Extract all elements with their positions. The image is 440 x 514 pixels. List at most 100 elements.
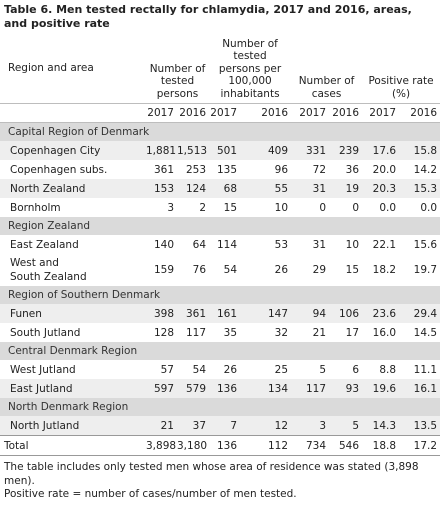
cell-value: 13.5: [399, 416, 440, 436]
column-header: Number of cases: [298, 75, 355, 100]
year-label: 2017: [146, 103, 177, 123]
area-name: Copenhagen City: [0, 141, 146, 160]
cell-value: 15.6: [413, 238, 438, 251]
cell-value: 12: [240, 416, 292, 436]
cell-value: 0.0: [420, 201, 438, 214]
area-name: North Zealand: [0, 179, 146, 198]
area-name: East Jutland: [0, 379, 146, 398]
cell-value: 21: [312, 326, 327, 339]
year-label: 2016: [240, 103, 292, 123]
column-header: Positive rate (%): [368, 75, 434, 100]
cell-value: 26: [223, 363, 238, 376]
total-row: Total 3,898 3,180 136 112 734 546 18.8 17.2: [0, 435, 440, 456]
cell-value: 29: [312, 264, 327, 276]
cell-value: 361: [177, 304, 210, 323]
area-name: Bornholm: [10, 201, 61, 214]
total-value: 136: [209, 435, 241, 456]
area-row: Funen 398 361 161 147 94 106 23.6 29.4: [0, 304, 440, 323]
cell-value: 10: [274, 201, 289, 214]
cell-value: 16.0: [372, 326, 397, 339]
group-row: Region of Southern Denmark: [0, 286, 440, 304]
cell-value: 597: [146, 379, 177, 398]
cell-value: 64: [192, 238, 207, 251]
notes: The table includes only tested men whose…: [0, 456, 440, 502]
total-value: 546: [329, 435, 363, 456]
area-row: East Jutland 597 579 136 134 117 93 19.6 16.1: [0, 379, 440, 398]
cell-value: 14.5: [413, 326, 438, 339]
cell-value: 3: [167, 201, 174, 214]
cell-value: 54: [192, 363, 207, 376]
group-name: North Denmark Region: [0, 398, 440, 416]
cell-value: 17.6: [362, 141, 400, 160]
cell-value: 0: [352, 201, 360, 214]
cell-value: 3: [291, 416, 330, 436]
cell-value: 15.8: [399, 141, 440, 160]
cell-value: 7: [209, 416, 241, 436]
area-row: North Jutland 21 37 7 12 3 5 14.3 13.5: [0, 416, 440, 436]
cell-value: 25: [274, 363, 289, 376]
column-header: Number of tested persons per 100,000 inh…: [218, 37, 282, 100]
total-value: 112: [240, 435, 292, 456]
area-name: South Jutland: [10, 326, 81, 339]
cell-value: 76: [192, 264, 207, 276]
total-value: 3,898: [146, 435, 177, 456]
group-name: Capital Region of Denmark: [0, 122, 440, 141]
cell-value: 35: [223, 326, 238, 339]
cell-value: 32: [274, 326, 289, 339]
cell-value: 0.0: [379, 201, 397, 214]
cell-value: 1,881: [146, 141, 177, 160]
cell-value: 239: [329, 141, 363, 160]
area-name: Copenhagen subs.: [10, 163, 108, 176]
cell-value: 253: [185, 163, 207, 176]
area-row: Copenhagen City 1,881 1,513 501 409 331 239 17.…: [0, 141, 440, 160]
year-label: 2016: [177, 103, 210, 123]
cell-value: 106: [329, 304, 363, 323]
group-name: Region of Southern Denmark: [0, 286, 440, 304]
cell-value: 124: [177, 179, 210, 198]
area-name: Funen: [0, 304, 146, 323]
data-table: Region and area Number of tested persons N…: [0, 34, 440, 456]
cell-value: 161: [209, 304, 241, 323]
cell-value: 14.2: [413, 163, 438, 176]
cell-value: 31: [291, 179, 330, 198]
cell-value: 2: [199, 201, 207, 214]
cell-value: 134: [240, 379, 292, 398]
year-label: 2017: [362, 103, 400, 123]
cell-value: 159: [153, 264, 174, 276]
cell-value: 361: [153, 163, 174, 176]
spacer: [0, 103, 146, 123]
cell-value: 15: [223, 201, 238, 214]
cell-value: 409: [240, 141, 292, 160]
header-row: Region and area Number of tested persons N…: [0, 34, 440, 104]
area-name: North Jutland: [0, 416, 146, 436]
group-name: Central Denmark Region: [0, 342, 440, 360]
area-name: West Jutland: [10, 363, 76, 376]
area-row: East Zealand 140 64 114 53 31 10 22.1 15.6: [0, 235, 440, 254]
year-label: 2016: [329, 103, 363, 123]
note: The table includes only tested men whose…: [4, 461, 419, 487]
cell-value: 15.3: [399, 179, 440, 198]
area-header: Region and area: [8, 61, 94, 74]
cell-value: 398: [146, 304, 177, 323]
cell-value: 117: [185, 326, 207, 339]
year-label: 2017: [209, 103, 241, 123]
total-value: 17.2: [399, 435, 440, 456]
total-value: 18.8: [362, 435, 400, 456]
area-row: West and South Zealand 159 76 54 26 29 15 18.2 1…: [0, 254, 440, 286]
note: Positive rate = number of cases/number o…: [4, 488, 297, 500]
cell-value: 31: [312, 238, 327, 251]
group-row: Region Zealand: [0, 217, 440, 235]
group-row: North Denmark Region: [0, 398, 440, 416]
cell-value: 0: [319, 201, 327, 214]
cell-value: 501: [209, 141, 241, 160]
cell-value: 16.1: [399, 379, 440, 398]
cell-value: 153: [146, 179, 177, 198]
cell-value: 331: [291, 141, 330, 160]
cell-value: 117: [291, 379, 330, 398]
cell-value: 53: [274, 238, 289, 251]
cell-value: 10: [345, 238, 360, 251]
cell-value: 20.0: [372, 163, 397, 176]
cell-value: 136: [209, 379, 241, 398]
area-name: East Zealand: [10, 238, 79, 251]
